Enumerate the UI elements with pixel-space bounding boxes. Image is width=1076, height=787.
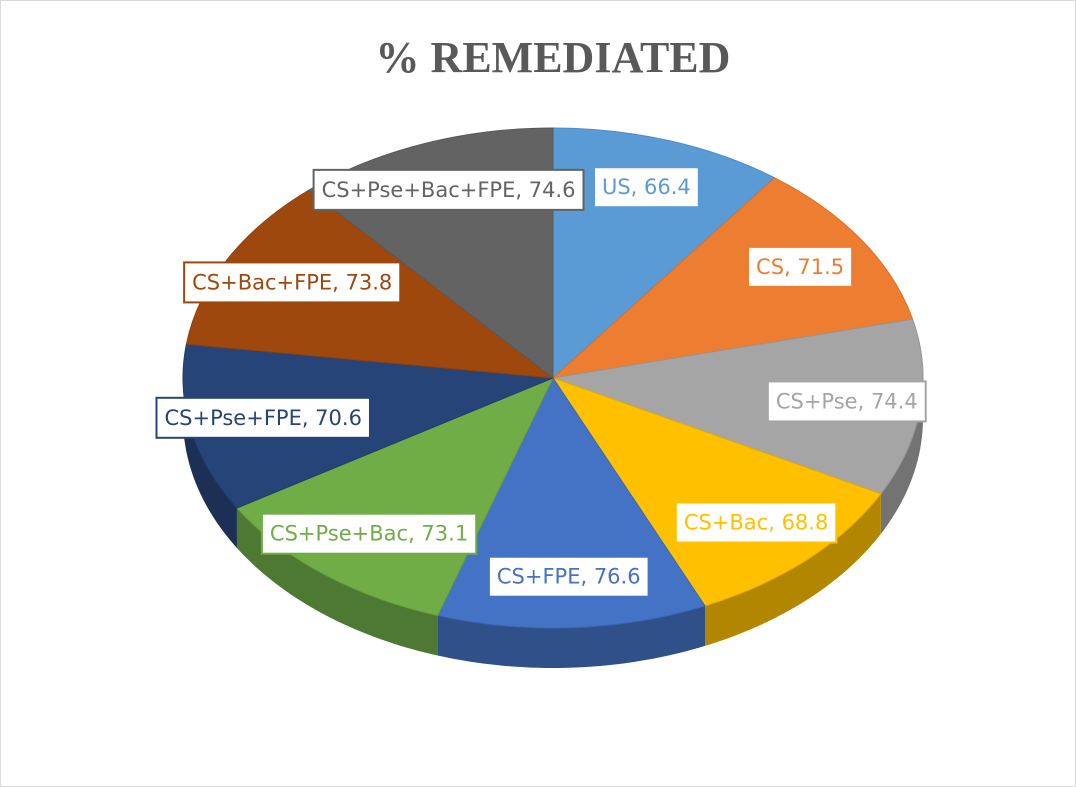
slice (551, 177, 914, 379)
data-label-box (747, 245, 854, 288)
data-label-box (674, 501, 838, 544)
data-label: CS+Pse, 74.4 (776, 389, 918, 413)
data-label-box (766, 380, 927, 423)
data-label: US, 66.4 (602, 175, 691, 199)
data-label-box (155, 396, 371, 439)
slice-side (183, 344, 237, 548)
data-label-box (183, 261, 402, 304)
data-label: CS+Pse+Bac, 73.1 (270, 522, 468, 546)
chart-title: % REMEDIATED (376, 33, 731, 82)
slice-side (236, 507, 438, 656)
data-label: CS, 71.5 (756, 255, 844, 279)
data-label: CS+Bac, 68.8 (684, 510, 829, 534)
data-label: CS+Pse+Bac+FPE, 74.6 (322, 178, 576, 202)
slice-side (880, 319, 923, 534)
data-label-box (312, 168, 585, 211)
slice (236, 377, 555, 617)
data-label-box (487, 555, 650, 598)
data-label-box (592, 166, 700, 209)
data-label: CS+FPE, 76.6 (497, 565, 641, 589)
data-label: CS+Pse+FPE, 70.6 (164, 406, 361, 430)
data-label: CS+Bac+FPE, 73.8 (192, 270, 392, 294)
slice-side (705, 493, 881, 646)
data-label-box (260, 512, 478, 555)
slice (551, 377, 882, 607)
